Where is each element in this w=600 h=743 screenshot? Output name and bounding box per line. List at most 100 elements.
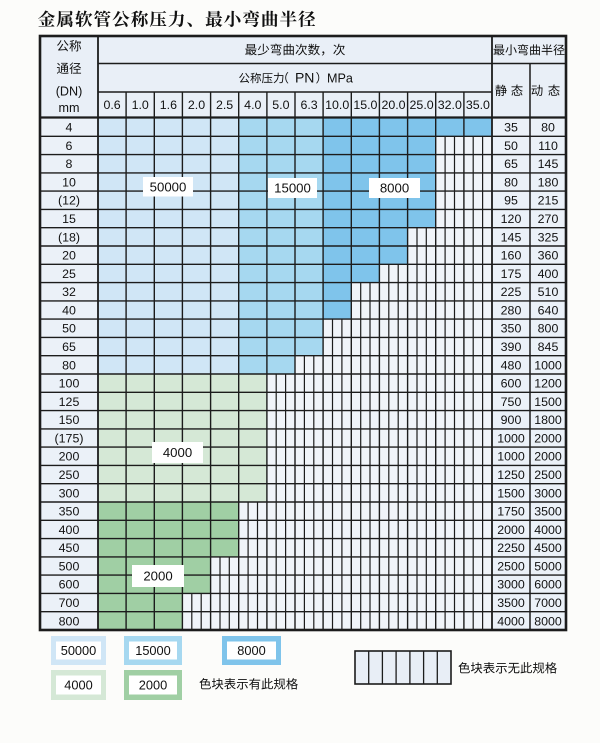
svg-text:800: 800 xyxy=(538,322,559,336)
svg-text:35.0: 35.0 xyxy=(466,98,490,112)
svg-text:350: 350 xyxy=(59,505,80,519)
svg-text:3000: 3000 xyxy=(534,486,562,500)
svg-text:1.6: 1.6 xyxy=(160,98,177,112)
svg-text:225: 225 xyxy=(501,285,522,299)
svg-text:360: 360 xyxy=(538,249,559,263)
svg-text:(DN): (DN) xyxy=(56,85,83,99)
svg-text:4.0: 4.0 xyxy=(244,98,261,112)
svg-text:2500: 2500 xyxy=(497,559,525,573)
svg-text:2500: 2500 xyxy=(534,468,562,482)
svg-text:2000: 2000 xyxy=(497,523,525,537)
svg-text:300: 300 xyxy=(59,486,80,500)
svg-text:215: 215 xyxy=(538,194,559,208)
svg-text:2.0: 2.0 xyxy=(188,98,205,112)
svg-text:1200: 1200 xyxy=(534,377,562,391)
svg-text:6000: 6000 xyxy=(534,578,562,592)
svg-text:145: 145 xyxy=(538,157,559,171)
svg-text:180: 180 xyxy=(538,175,559,189)
svg-text:250: 250 xyxy=(59,468,80,482)
svg-text:80: 80 xyxy=(504,175,518,189)
svg-text:(175): (175) xyxy=(55,431,84,445)
svg-text:0.6: 0.6 xyxy=(103,98,120,112)
svg-text:510: 510 xyxy=(538,285,559,299)
svg-text:1500: 1500 xyxy=(534,395,562,409)
svg-text:1000: 1000 xyxy=(497,450,525,464)
svg-text:2000: 2000 xyxy=(534,431,562,445)
svg-text:1500: 1500 xyxy=(497,486,525,500)
svg-text:1250: 1250 xyxy=(497,468,525,482)
svg-text:480: 480 xyxy=(501,358,522,372)
svg-text:600: 600 xyxy=(59,578,80,592)
svg-text:1750: 1750 xyxy=(497,505,525,519)
svg-text:160: 160 xyxy=(501,249,522,263)
svg-text:20.0: 20.0 xyxy=(381,98,405,112)
svg-text:270: 270 xyxy=(538,212,559,226)
svg-text:80: 80 xyxy=(62,358,76,372)
svg-text:10: 10 xyxy=(62,175,76,189)
svg-text:65: 65 xyxy=(62,340,76,354)
svg-text:6: 6 xyxy=(66,139,73,153)
svg-text:5.0: 5.0 xyxy=(272,98,289,112)
svg-text:50000: 50000 xyxy=(150,179,187,194)
svg-text:6.3: 6.3 xyxy=(300,98,317,112)
svg-text:15: 15 xyxy=(62,212,76,226)
svg-text:350: 350 xyxy=(501,322,522,336)
svg-text:200: 200 xyxy=(59,450,80,464)
svg-text:80: 80 xyxy=(541,121,555,135)
svg-text:125: 125 xyxy=(59,395,80,409)
svg-text:PN: PN xyxy=(295,69,314,85)
svg-text:700: 700 xyxy=(59,596,80,610)
svg-text:(12): (12) xyxy=(58,194,80,208)
svg-text:50: 50 xyxy=(504,139,518,153)
svg-text:32: 32 xyxy=(62,285,76,299)
svg-text:35: 35 xyxy=(504,121,518,135)
svg-text:8: 8 xyxy=(66,157,73,171)
svg-text:15000: 15000 xyxy=(135,643,171,658)
svg-text:25: 25 xyxy=(62,267,76,281)
svg-text:100: 100 xyxy=(59,377,80,391)
svg-text:400: 400 xyxy=(538,267,559,281)
svg-text:65: 65 xyxy=(504,157,518,171)
svg-text:845: 845 xyxy=(538,340,559,354)
svg-text:8000: 8000 xyxy=(380,181,409,196)
svg-text:2000: 2000 xyxy=(143,569,172,584)
svg-text:4000: 4000 xyxy=(163,445,192,460)
svg-text:400: 400 xyxy=(59,523,80,537)
svg-text:10.0: 10.0 xyxy=(325,98,349,112)
svg-text:(18): (18) xyxy=(58,230,80,244)
svg-text:50: 50 xyxy=(62,322,76,336)
svg-text:3500: 3500 xyxy=(497,596,525,610)
svg-text:7000: 7000 xyxy=(534,596,562,610)
svg-text:750: 750 xyxy=(501,395,522,409)
svg-text:4000: 4000 xyxy=(534,523,562,537)
svg-text:120: 120 xyxy=(501,212,522,226)
svg-text:20: 20 xyxy=(62,249,76,263)
svg-text:325: 325 xyxy=(538,230,559,244)
svg-text:8000: 8000 xyxy=(534,614,562,628)
svg-text:50000: 50000 xyxy=(61,643,97,658)
svg-text:280: 280 xyxy=(501,303,522,317)
svg-text:4000: 4000 xyxy=(64,678,92,693)
svg-text:1000: 1000 xyxy=(534,358,562,372)
svg-text:MPa: MPa xyxy=(327,71,353,85)
svg-text:150: 150 xyxy=(59,413,80,427)
svg-text:600: 600 xyxy=(501,377,522,391)
svg-text:1800: 1800 xyxy=(534,413,562,427)
svg-text:25.0: 25.0 xyxy=(410,98,434,112)
svg-text:1.0: 1.0 xyxy=(132,98,149,112)
svg-text:450: 450 xyxy=(59,541,80,555)
svg-text:15000: 15000 xyxy=(274,181,311,196)
svg-text:900: 900 xyxy=(501,413,522,427)
svg-text:15.0: 15.0 xyxy=(353,98,377,112)
svg-text:4: 4 xyxy=(66,121,73,135)
svg-text:mm: mm xyxy=(59,101,80,115)
svg-text:175: 175 xyxy=(501,267,522,281)
svg-text:4000: 4000 xyxy=(497,614,525,628)
svg-text:8000: 8000 xyxy=(237,643,265,658)
svg-text:800: 800 xyxy=(59,614,80,628)
svg-text:640: 640 xyxy=(538,303,559,317)
svg-text:2000: 2000 xyxy=(534,450,562,464)
svg-text:32.0: 32.0 xyxy=(438,98,462,112)
svg-text:3000: 3000 xyxy=(497,578,525,592)
svg-text:40: 40 xyxy=(62,303,76,317)
